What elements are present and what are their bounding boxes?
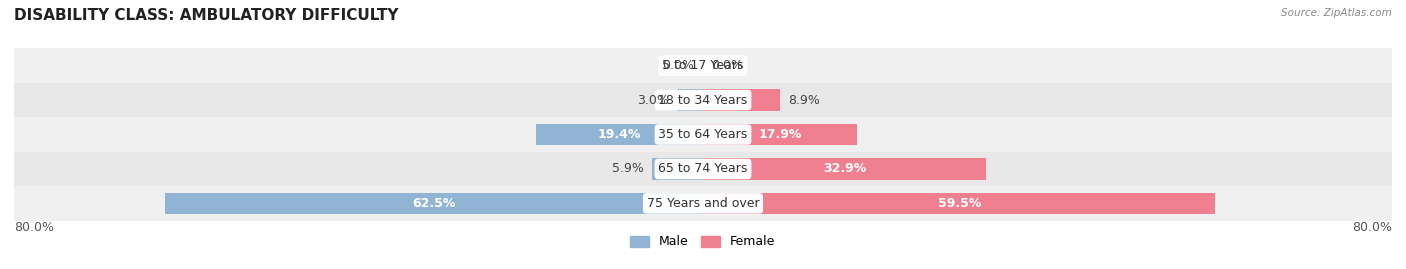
Bar — [703, 158, 987, 180]
Bar — [14, 186, 1392, 221]
Text: 80.0%: 80.0% — [14, 221, 53, 233]
Text: 0.0%: 0.0% — [711, 59, 744, 72]
Text: 5.9%: 5.9% — [612, 162, 644, 175]
Text: 65 to 74 Years: 65 to 74 Years — [658, 162, 748, 175]
Bar — [14, 48, 1392, 83]
Legend: Male, Female: Male, Female — [630, 235, 776, 249]
Text: 59.5%: 59.5% — [938, 197, 981, 210]
Text: 5 to 17 Years: 5 to 17 Years — [662, 59, 744, 72]
Bar — [678, 89, 703, 111]
Bar — [703, 89, 780, 111]
Text: 18 to 34 Years: 18 to 34 Years — [658, 94, 748, 107]
Bar — [165, 193, 703, 214]
Text: DISABILITY CLASS: AMBULATORY DIFFICULTY: DISABILITY CLASS: AMBULATORY DIFFICULTY — [14, 8, 398, 23]
Bar — [703, 124, 858, 145]
Text: 62.5%: 62.5% — [412, 197, 456, 210]
Text: 80.0%: 80.0% — [1353, 221, 1392, 233]
Text: 3.0%: 3.0% — [637, 94, 669, 107]
Bar — [652, 158, 703, 180]
Text: 32.9%: 32.9% — [823, 162, 866, 175]
Bar — [14, 83, 1392, 117]
Text: 0.0%: 0.0% — [662, 59, 695, 72]
Bar — [14, 152, 1392, 186]
Text: 8.9%: 8.9% — [789, 94, 820, 107]
Text: 75 Years and over: 75 Years and over — [647, 197, 759, 210]
Bar — [536, 124, 703, 145]
Text: 35 to 64 Years: 35 to 64 Years — [658, 128, 748, 141]
Bar — [703, 193, 1215, 214]
Bar — [14, 117, 1392, 152]
Text: 17.9%: 17.9% — [758, 128, 801, 141]
Text: 19.4%: 19.4% — [598, 128, 641, 141]
Text: Source: ZipAtlas.com: Source: ZipAtlas.com — [1281, 8, 1392, 18]
